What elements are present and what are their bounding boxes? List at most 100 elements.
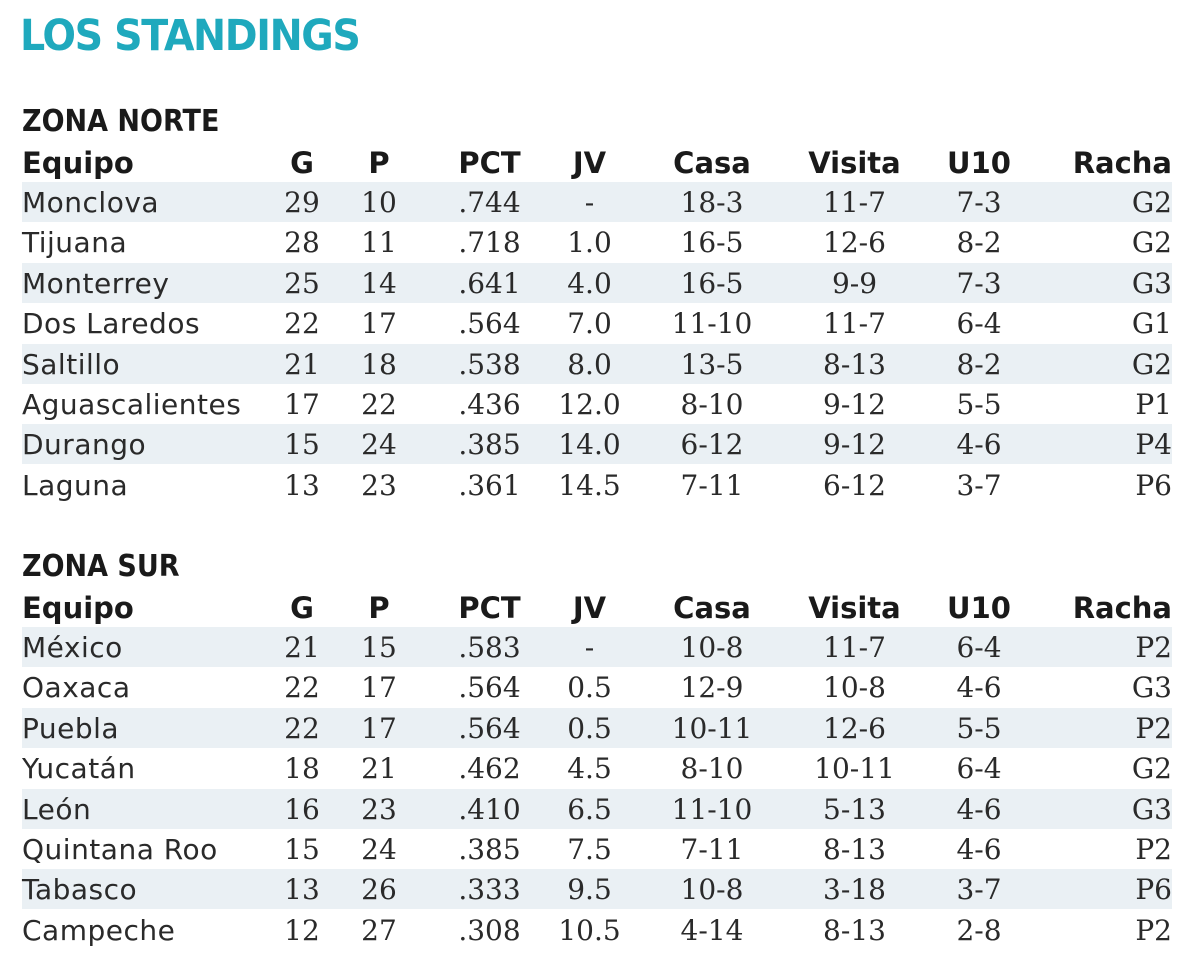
casa-value: 4-14	[680, 913, 744, 947]
visita-value: 11-7	[823, 631, 886, 664]
table-row: Aguascalientes 17 22 .436 12.0 8-10 9-12 5-5 P1	[22, 384, 1172, 424]
jv-value: 12.0	[558, 388, 621, 421]
pct-value: .564	[458, 307, 521, 341]
team-name: Saltillo	[22, 347, 121, 381]
team-name: Tijuana	[22, 226, 128, 260]
p-value: 23	[361, 468, 397, 502]
table-row: Tabasco 13 26 .333 9.5 10-8 3-18 3-7 P6	[22, 869, 1172, 910]
g-value: 16	[284, 792, 320, 826]
casa-value: 12-9	[680, 671, 744, 705]
column-header-u10: U10	[947, 591, 1011, 625]
casa-value: 10-11	[671, 711, 753, 745]
jv-value: 14.0	[558, 428, 621, 462]
u10-value: 4-6	[956, 833, 1002, 866]
jv-value: 4.0	[567, 266, 612, 300]
p-value: 22	[361, 388, 397, 421]
u10-value: 4-6	[956, 792, 1002, 826]
pct-value: .718	[458, 226, 521, 260]
norte-header-row: Equipo G P PCT JV Casa Visita U10 Racha	[22, 142, 1172, 182]
casa-value: 16-5	[680, 226, 744, 260]
pct-value: .385	[458, 833, 521, 866]
pct-value: .385	[458, 428, 521, 462]
column-header-racha: Racha	[1072, 146, 1172, 180]
column-header-p: P	[368, 146, 390, 180]
jv-value: 8.0	[567, 347, 612, 381]
zona-sur-title: ZONA SUR	[22, 549, 180, 584]
table-row: México 21 15 .583 - 10-8 11-7 6-4 P2	[22, 627, 1172, 667]
u10-value: 2-8	[956, 913, 1002, 947]
zona-norte-title: ZONA NORTE	[22, 104, 220, 139]
u10-value: 4-6	[956, 428, 1002, 462]
casa-value: 16-5	[680, 266, 744, 300]
racha-value: G3	[1131, 671, 1172, 705]
g-value: 21	[284, 631, 320, 664]
g-value: 21	[284, 347, 320, 381]
p-value: 18	[361, 347, 397, 381]
column-header-g: G	[290, 146, 314, 180]
column-header-casa: Casa	[673, 146, 751, 180]
g-value: 22	[284, 307, 320, 341]
pct-value: .583	[458, 631, 521, 664]
column-header-casa: Casa	[673, 591, 751, 625]
u10-value: 6-4	[956, 631, 1002, 664]
visita-value: 10-11	[814, 752, 895, 786]
g-value: 22	[284, 711, 320, 745]
racha-value: G2	[1131, 347, 1172, 381]
casa-value: 8-10	[680, 388, 744, 421]
column-header-team: Equipo	[22, 591, 134, 625]
racha-value: P4	[1135, 428, 1172, 462]
visita-value: 9-9	[831, 266, 878, 300]
table-row: Dos Laredos 22 17 .564 7.0 11-10 11-7 6-4 G1	[22, 303, 1172, 343]
pct-value: .564	[458, 671, 521, 705]
racha-value: G2	[1131, 752, 1172, 786]
u10-value: 4-6	[956, 671, 1002, 705]
u10-value: 3-7	[956, 873, 1002, 907]
g-value: 17	[284, 388, 320, 421]
column-header-pct: PCT	[458, 591, 521, 625]
racha-value: G3	[1131, 792, 1172, 826]
u10-value: 6-4	[956, 307, 1002, 341]
racha-value: P2	[1135, 833, 1172, 866]
p-value: 26	[361, 873, 397, 907]
casa-value: 8-10	[680, 752, 744, 786]
p-value: 15	[361, 631, 397, 664]
table-row: Yucatán 18 21 .462 4.5 8-10 10-11 6-4 G2	[22, 748, 1172, 788]
team-name: Monclova	[22, 186, 160, 219]
table-row: Tijuana 28 11 .718 1.0 16-5 12-6 8-2 G2	[22, 222, 1172, 262]
p-value: 17	[361, 307, 397, 341]
visita-value: 8-13	[823, 347, 886, 381]
racha-value: P2	[1135, 913, 1172, 947]
visita-value: 11-7	[823, 186, 886, 219]
visita-value: 11-7	[823, 307, 886, 341]
jv-value: 14.5	[558, 468, 621, 502]
jv-value: -	[584, 186, 595, 219]
casa-value: 18-3	[680, 186, 744, 219]
pct-value: .436	[458, 388, 521, 421]
visita-value: 9-12	[823, 428, 886, 462]
u10-value: 7-3	[956, 266, 1002, 300]
table-row: Saltillo 21 18 .538 8.0 13-5 8-13 8-2 G2	[22, 343, 1172, 384]
visita-value: 12-6	[823, 226, 886, 260]
column-header-jv: JV	[572, 591, 607, 625]
pct-value: .361	[458, 468, 521, 502]
jv-value: 1.0	[567, 226, 612, 260]
g-value: 18	[284, 752, 320, 786]
u10-value: 8-2	[956, 226, 1002, 260]
jv-value: 7.5	[567, 833, 612, 866]
g-value: 22	[284, 671, 320, 705]
column-header-u10: U10	[947, 146, 1011, 180]
table-row: Puebla 22 17 .564 0.5 10-11 12-6 5-5 P2	[22, 707, 1172, 748]
jv-value: 0.5	[567, 671, 612, 705]
team-name: Campeche	[22, 913, 176, 947]
jv-value: 10.5	[558, 913, 621, 947]
column-header-racha: Racha	[1072, 591, 1172, 625]
visita-value: 3-18	[823, 873, 886, 907]
p-value: 27	[361, 913, 397, 947]
team-name: Durango	[22, 428, 147, 462]
jv-value: 4.5	[567, 752, 612, 786]
jv-value: 9.5	[567, 873, 612, 907]
column-header-g: G	[290, 591, 314, 625]
p-value: 24	[361, 833, 397, 866]
p-value: 23	[361, 792, 397, 826]
pct-value: .538	[458, 347, 521, 381]
